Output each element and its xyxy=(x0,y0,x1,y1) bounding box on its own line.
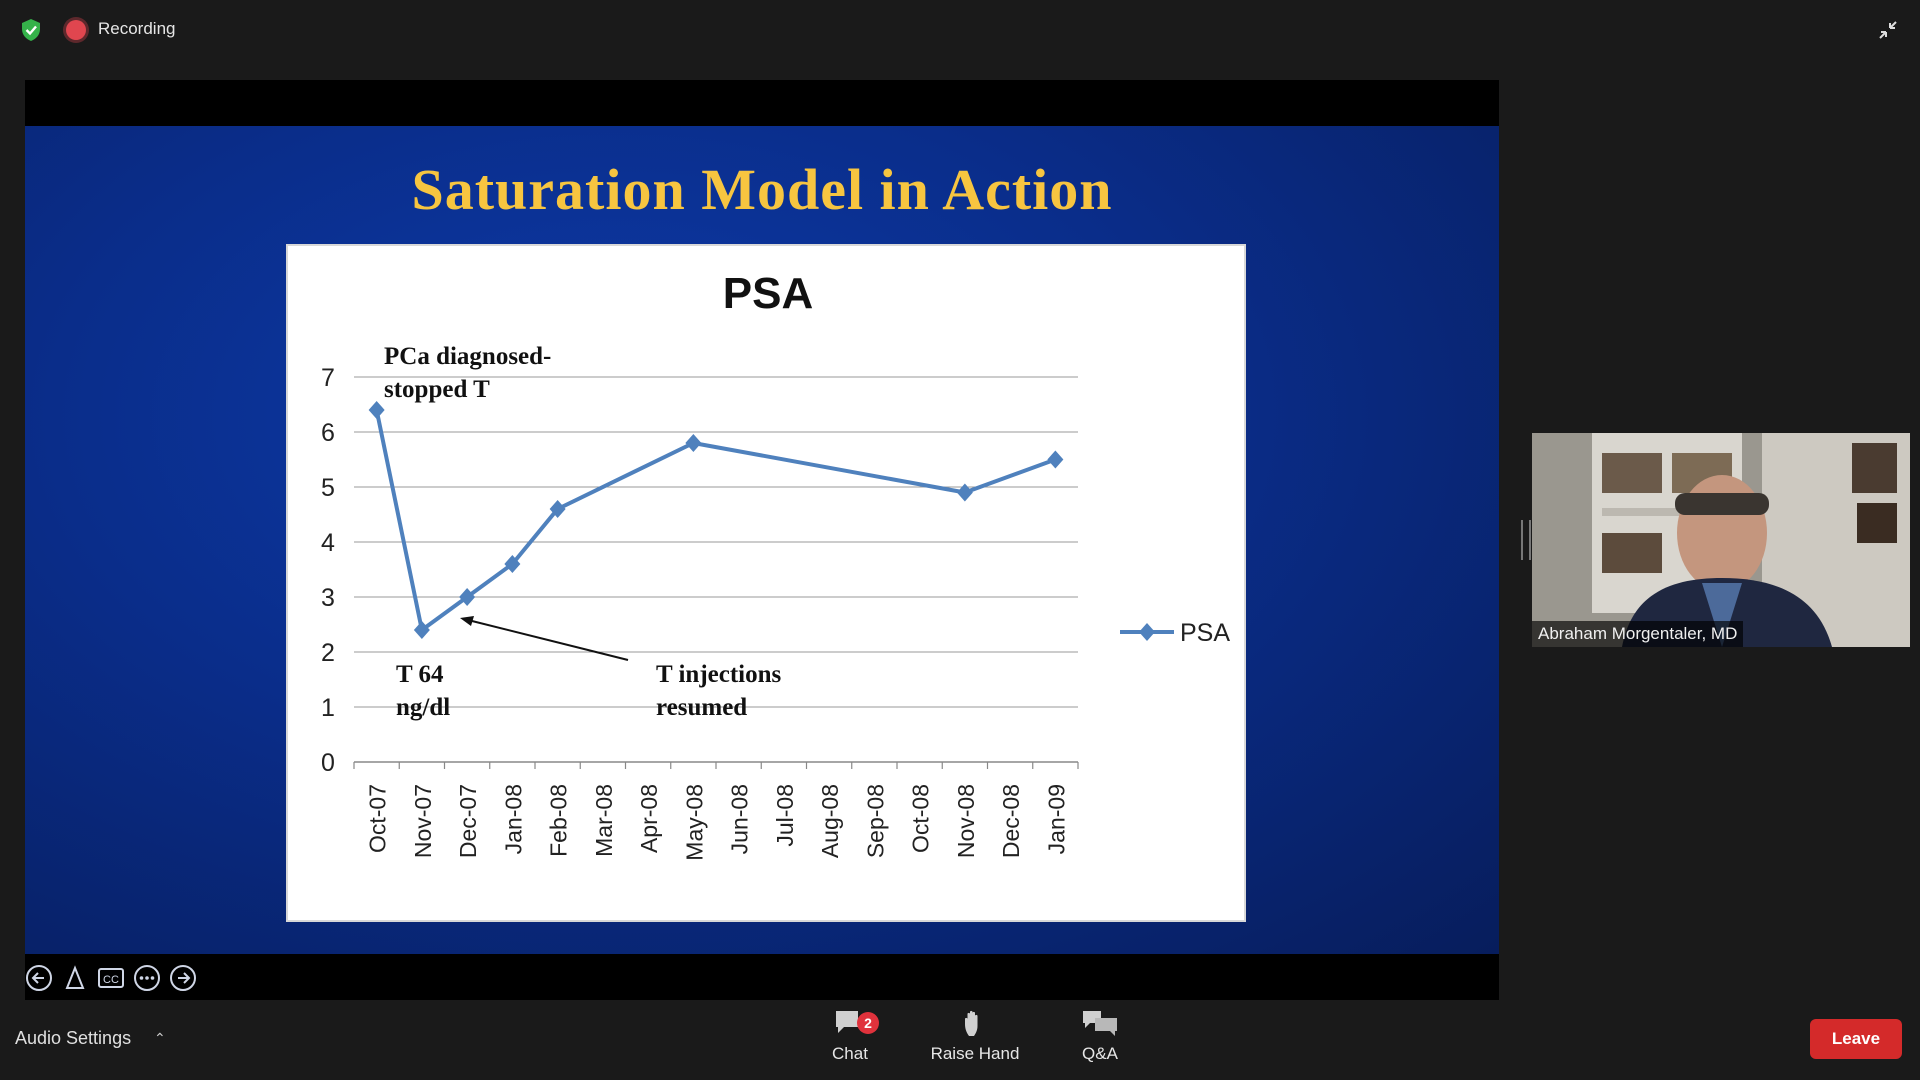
meeting-toolbar: Audio Settings ⌃ 2 Chat Raise Hand Q&A L… xyxy=(0,1000,1920,1080)
psa-line-chart: PSA 0 1 2 3 4 5 6 7 Oct-07 Nov-07 Dec-07 Jan-08 Feb-0… xyxy=(321,269,1230,861)
legend-marker xyxy=(1139,623,1155,641)
hand-icon xyxy=(965,1010,978,1036)
y-tick-label: 7 xyxy=(321,364,335,392)
data-point xyxy=(368,401,385,419)
qa-icon xyxy=(1083,1011,1117,1036)
leave-button[interactable]: Leave xyxy=(1810,1019,1902,1059)
svg-text:CC: CC xyxy=(103,974,119,986)
more-icon[interactable] xyxy=(133,964,161,992)
chart-panel: PSA 0 1 2 3 4 5 6 7 Oct-07 Nov-07 Dec-07 Jan-08 Feb-0… xyxy=(286,244,1246,922)
cc-icon[interactable]: CC xyxy=(97,964,125,992)
chat-badge: 2 xyxy=(857,1012,879,1034)
annotation-arrow xyxy=(467,619,629,661)
x-tick-label: Jan-08 xyxy=(500,784,526,854)
raise-hand-label: Raise Hand xyxy=(930,1044,1020,1063)
chart-title: PSA xyxy=(723,269,813,318)
chevron-up-icon[interactable]: ⌃ xyxy=(154,1030,166,1046)
series-line xyxy=(374,409,1057,632)
x-tick-label: Oct-08 xyxy=(908,784,934,853)
annotation-arrowhead xyxy=(460,616,474,626)
legend-label: PSA xyxy=(1180,619,1230,647)
data-point xyxy=(956,483,973,502)
x-tick-label: Jan-09 xyxy=(1043,784,1069,854)
y-tick-label: 4 xyxy=(321,529,335,557)
data-point xyxy=(685,434,702,452)
x-tick-label: Oct-07 xyxy=(365,784,391,853)
y-tick-label: 2 xyxy=(321,639,335,667)
chat-icon xyxy=(836,1011,858,1033)
recording-icon xyxy=(66,20,86,40)
collapse-arrows-icon[interactable] xyxy=(1876,18,1900,42)
x-tick-label: Jun-08 xyxy=(727,784,753,854)
participant-video[interactable]: Abraham Morgentaler, MD xyxy=(1532,433,1910,647)
chat-button[interactable]: 2 Chat xyxy=(800,1008,900,1078)
annotation-text: stopped T xyxy=(384,376,490,403)
x-tick-label: Mar-08 xyxy=(591,784,617,857)
y-tick-label: 1 xyxy=(321,694,335,722)
recording-label: Recording xyxy=(98,19,176,38)
data-point xyxy=(549,500,566,518)
data-point xyxy=(1047,450,1064,469)
x-tick-label: May-08 xyxy=(681,784,707,861)
x-tick-label: Dec-07 xyxy=(455,784,481,858)
y-tick-label: 3 xyxy=(321,584,335,612)
x-tick-label: Feb-08 xyxy=(546,784,572,857)
x-tick-label: Nov-07 xyxy=(410,784,436,858)
data-point xyxy=(504,555,521,573)
pointer-icon[interactable] xyxy=(61,964,89,992)
annotation-text: ng/dl xyxy=(396,694,450,721)
annotation-text: T 64 xyxy=(396,661,444,688)
y-tick-label: 0 xyxy=(321,749,335,777)
data-point xyxy=(413,621,430,639)
x-tick-label: Aug-08 xyxy=(817,784,843,858)
x-tick-label: Jul-08 xyxy=(772,784,798,847)
panel-resize-handle[interactable] xyxy=(1521,520,1531,560)
raise-hand-button[interactable]: Raise Hand xyxy=(925,1008,1025,1078)
annotation-text: T injections xyxy=(656,661,782,688)
annotation-text: resumed xyxy=(656,694,747,721)
data-point xyxy=(459,588,476,606)
qa-label: Q&A xyxy=(1082,1044,1118,1063)
x-tick-label: Nov-08 xyxy=(953,784,979,858)
slide-title: Saturation Model in Action xyxy=(411,157,1113,222)
shield-check-icon[interactable] xyxy=(20,18,42,42)
slide-content: Saturation Model in Action PSA 0 1 2 3 4 5 6 7 Oc… xyxy=(25,126,1499,991)
participant-name: Abraham Morgentaler, MD xyxy=(1532,621,1744,647)
chat-label: Chat xyxy=(832,1044,868,1063)
x-tick-label: Dec-08 xyxy=(998,784,1024,858)
video-frame xyxy=(1532,433,1910,647)
audio-settings-button[interactable]: Audio Settings xyxy=(15,1028,132,1048)
arrow-right-icon[interactable] xyxy=(169,964,197,992)
slide-controls: CC xyxy=(25,964,225,994)
y-tick-label: 5 xyxy=(321,474,335,502)
annotation-text: PCa diagnosed- xyxy=(384,343,551,370)
x-tick-label: Sep-08 xyxy=(862,784,888,858)
top-bar: Recording xyxy=(0,0,1920,60)
x-tick-label: Apr-08 xyxy=(636,784,662,853)
arrow-left-icon[interactable] xyxy=(25,964,53,992)
qa-button[interactable]: Q&A xyxy=(1050,1008,1150,1078)
shared-screen: Saturation Model in Action PSA 0 1 2 3 4 5 6 7 Oc… xyxy=(25,80,1499,1000)
y-tick-label: 6 xyxy=(321,419,335,447)
